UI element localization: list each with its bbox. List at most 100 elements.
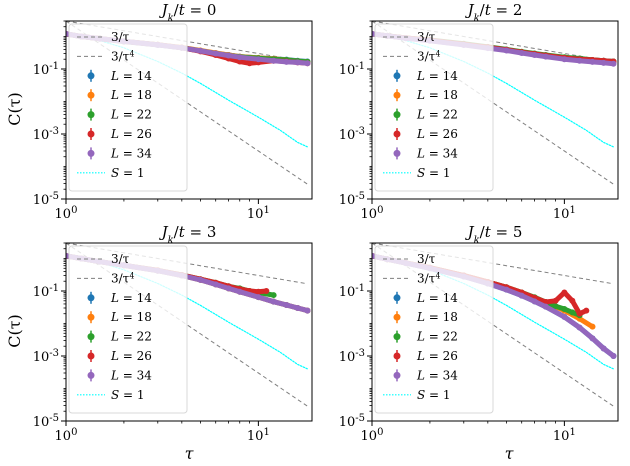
data-point [212,50,219,57]
data-point [263,288,270,295]
x-tick-label: 100 [361,205,384,223]
data-point [569,309,576,316]
y-tick-label: 10-3 [33,126,59,144]
x-tick-label: 101 [553,205,576,223]
legend-marker [87,130,95,138]
data-point [561,305,568,312]
legend-label: 3/τ [417,30,436,44]
panel-title: Jk/t = 5 [465,223,523,246]
axes-frame [371,20,619,200]
legend-marker [393,313,401,321]
data-point [212,281,219,288]
legend-label: 3/τ4 [417,49,440,64]
y-label-top: C(τ) [5,92,24,126]
legend-label: L = 22 [110,330,152,344]
legend-label: L = 26 [110,349,152,363]
y-tick-label: 10-1 [33,61,59,79]
legend-label: 3/τ4 [111,271,134,286]
legend-label: L = 18 [416,88,458,102]
data-point [294,304,301,311]
legend-marker [393,111,401,119]
data-point [569,297,576,304]
legend-label: L = 22 [110,108,152,122]
legend-marker [393,294,401,302]
x-tick-label: 101 [247,427,270,445]
legend-label: L = 26 [416,127,458,141]
legend-label: L = 22 [416,330,458,344]
legend-marker [87,294,95,302]
legend-label: L = 18 [110,88,152,102]
data-point [610,60,617,67]
legend-marker [87,371,95,379]
data-point [304,307,311,314]
legend-label: L = 14 [110,291,152,305]
panel-title: Jk/t = 0 [159,1,217,24]
panel-4: Jk/t = 5 100 101 10-1 10-3 10-5 3/τ 3/τ4 L = 14 L… [339,223,619,445]
legend-label: S = 1 [111,388,145,402]
data-point [197,276,204,283]
data-point [518,292,525,299]
legend-marker [87,149,95,157]
legend-label: 3/τ [111,252,130,266]
legend-label: L = 18 [110,310,152,324]
legend-marker [393,371,401,379]
data-point [197,47,204,54]
y-label-bottom: C(τ) [5,314,24,348]
legend-label: L = 34 [110,146,152,160]
x-tick-label: 100 [55,205,78,223]
legend-label: L = 18 [416,310,458,324]
axes-frame [65,20,313,200]
data-point [589,323,596,330]
legend-label: L = 34 [416,146,458,160]
legend-label: S = 1 [417,388,451,402]
y-tick-label: 10-5 [339,413,365,431]
x-label-left: τ [185,444,195,463]
data-point [225,52,232,59]
data-point [610,353,617,360]
data-point [270,298,277,305]
legend-marker [87,313,95,321]
y-tick-label: 10-5 [33,413,59,431]
data-point [66,252,69,259]
data-point [589,335,596,342]
legend-label: L = 14 [416,291,458,305]
data-point [255,294,262,301]
legend-marker [87,333,95,341]
data-point [236,54,243,61]
data-point [542,303,549,310]
x-label-right: τ [505,444,515,463]
y-tick-label: 10-3 [339,348,365,366]
axes-frame [65,242,313,422]
legend-marker [393,333,401,341]
legend-label: 3/τ4 [111,49,134,64]
data-point [600,345,607,352]
data-point [283,58,290,65]
y-tick-label: 10-5 [339,191,365,209]
data-point [552,297,559,304]
legend-marker [393,130,401,138]
legend-label: L = 34 [110,368,152,382]
data-point [576,324,583,331]
x-tick-label: 101 [553,427,576,445]
data-point [576,310,583,317]
legend-marker [87,352,95,360]
legend-box [374,245,494,414]
data-point [561,56,568,63]
legend-label: S = 1 [417,166,451,180]
data-point [531,298,538,305]
data-point [294,59,301,66]
legend-marker [87,91,95,99]
data-point [270,292,277,299]
data-point [542,53,549,60]
data-point [372,30,375,37]
legend-label: S = 1 [111,166,145,180]
data-point [236,288,243,295]
legend-marker [393,352,401,360]
legend-box [374,23,494,192]
x-tick-label: 100 [55,427,78,445]
panel-title: Jk/t = 3 [159,223,217,246]
data-point [576,57,583,64]
data-point [561,289,568,296]
legend-marker [393,72,401,80]
